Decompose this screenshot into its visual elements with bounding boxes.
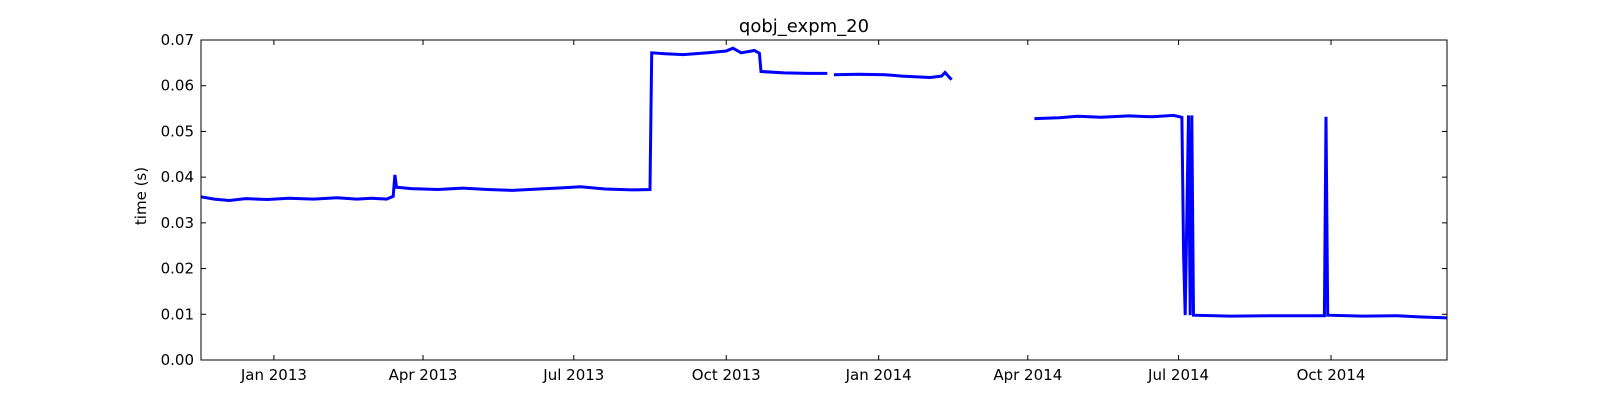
y-axis-label: time (s) [132, 167, 150, 225]
x-tick-label: Apr 2013 [389, 366, 458, 384]
y-tick-label: 0.05 [161, 122, 194, 140]
axis-ticks: Jan 2013 Apr 2013 Jul 2013 Oct 2013 Jan 2014… [161, 31, 1447, 384]
series-line-group [200, 46, 1448, 320]
x-tick-label: Oct 2014 [1297, 366, 1366, 384]
y-tick-label: 0.01 [161, 305, 194, 323]
y-tick-label: 0.03 [161, 214, 194, 232]
series-line-segment [1034, 113, 1448, 320]
y-tick-label: 0.02 [161, 260, 194, 278]
chart-title: qobj_expm_20 [739, 16, 869, 37]
y-tick-label: 0.06 [161, 77, 194, 95]
y-tick-label: 0.07 [161, 31, 194, 49]
y-tick-label: 0.04 [161, 168, 194, 186]
x-tick-label: Apr 2014 [993, 366, 1062, 384]
plot-frame [200, 39, 1448, 361]
x-tick-label: Oct 2013 [692, 366, 761, 384]
series-line-segment [833, 70, 953, 81]
series-line-segment [200, 46, 828, 203]
y-tick-label: 0.00 [161, 351, 194, 369]
x-tick-label: Jan 2014 [845, 366, 912, 384]
x-tick-label: Jan 2013 [240, 366, 307, 384]
x-tick-label: Jul 2014 [1147, 366, 1209, 384]
x-tick-label: Jul 2013 [542, 366, 604, 384]
